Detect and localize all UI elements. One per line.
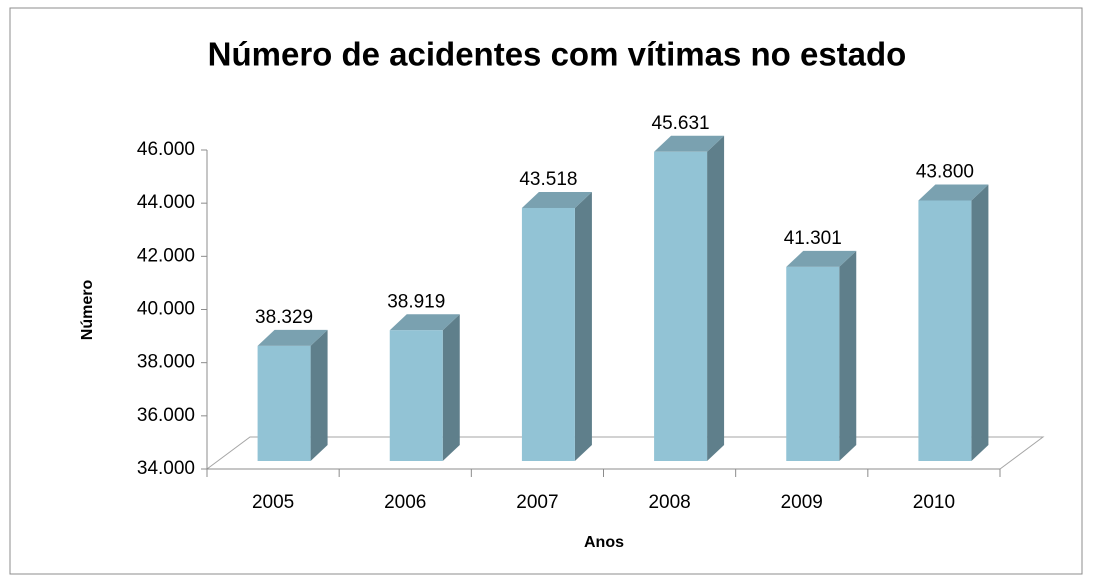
bar-side [707, 135, 725, 461]
bar-side [442, 314, 460, 461]
x-tick-label: 2006 [384, 492, 426, 513]
y-tick-label: 46.000 [137, 139, 195, 160]
x-tick-label: 2008 [648, 492, 690, 513]
x-tick-label: 2007 [516, 492, 558, 513]
bar-side [971, 184, 989, 461]
bar [257, 345, 311, 461]
value-label: 43.800 [916, 161, 974, 182]
bar [654, 151, 708, 461]
y-tick-label: 40.000 [137, 299, 195, 320]
value-label: 38.919 [387, 291, 445, 312]
value-label: 45.631 [652, 113, 710, 134]
bar-top [918, 184, 989, 201]
bar-top [257, 329, 328, 346]
bar-top [521, 191, 592, 208]
y-tick-label: 38.000 [137, 352, 195, 373]
bar-side [310, 329, 328, 461]
y-tick-label: 44.000 [137, 192, 195, 213]
x-axis-label: Anos [584, 534, 624, 551]
y-axis-label: Número [79, 280, 96, 341]
bar [918, 200, 972, 461]
bar [389, 330, 443, 461]
bar [521, 207, 575, 461]
y-tick-label: 36.000 [137, 405, 195, 426]
y-tick-label: 42.000 [137, 245, 195, 266]
y-tick-label: 34.000 [137, 458, 195, 479]
bar-top [389, 314, 460, 331]
bar-side [574, 191, 592, 461]
bar-top [654, 135, 725, 152]
bar-top [786, 250, 857, 267]
value-label: 43.518 [519, 169, 577, 190]
x-tick-label: 2010 [913, 492, 955, 513]
x-tick-label: 2009 [781, 492, 823, 513]
value-label: 41.301 [784, 228, 842, 249]
value-label: 38.329 [255, 307, 313, 328]
bar-side [839, 250, 857, 461]
chart-title: Número de acidentes com vítimas no estad… [208, 36, 907, 73]
bar [786, 266, 840, 461]
x-tick-label: 2005 [252, 492, 294, 513]
